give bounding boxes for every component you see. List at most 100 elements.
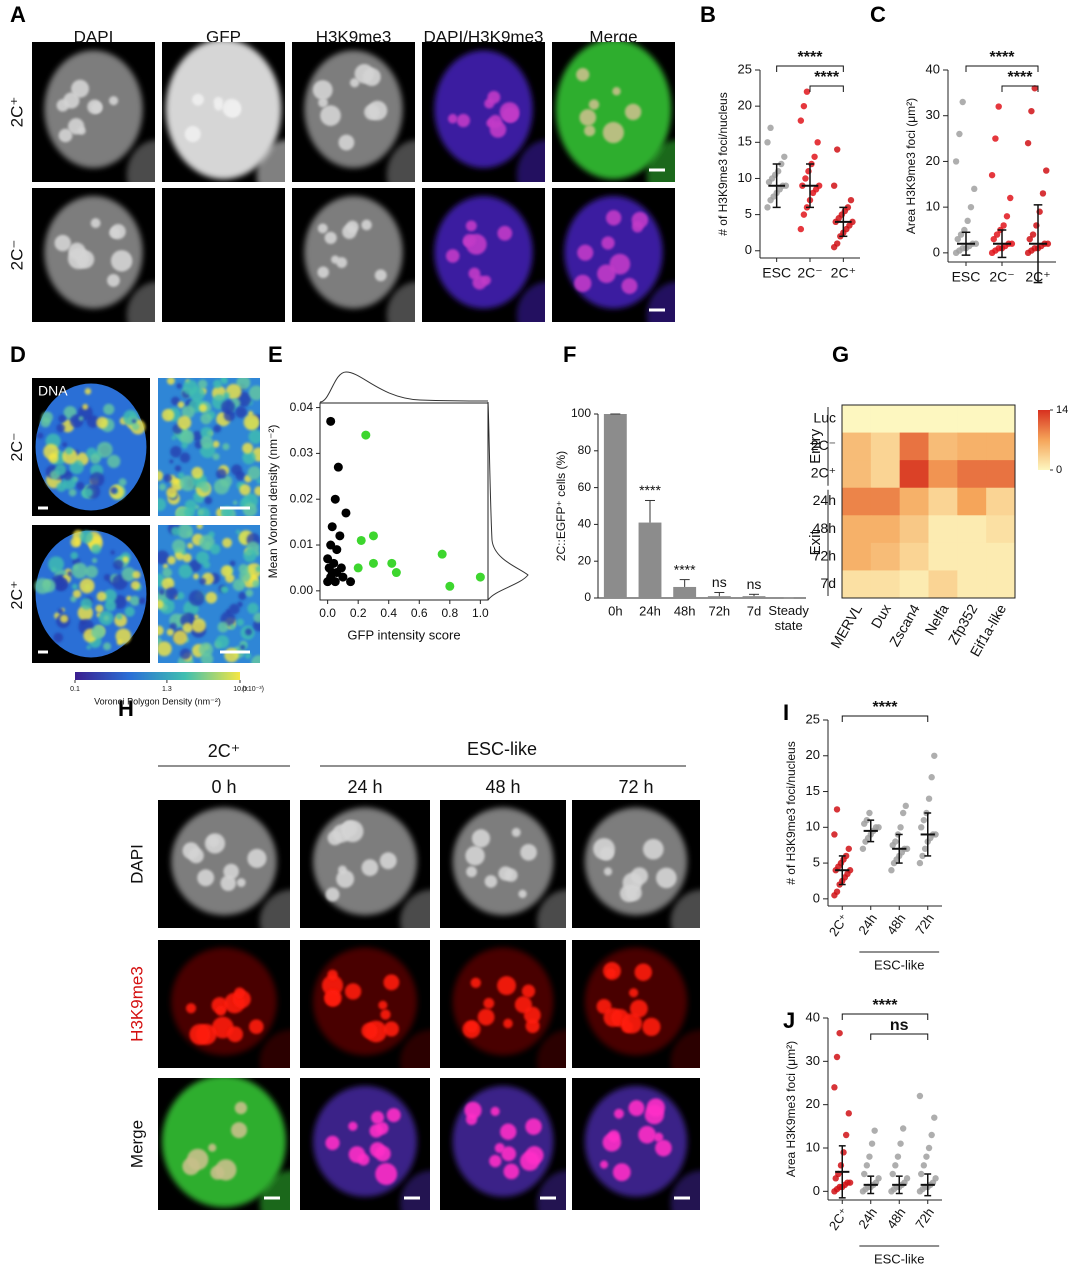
data-point [842, 1131, 850, 1139]
data-point [327, 522, 337, 532]
nucleus [304, 196, 403, 309]
density-patch [232, 500, 238, 505]
x-tick-label: 2C⁺ [826, 1205, 852, 1233]
data-point [903, 1175, 911, 1182]
density-patch [130, 413, 135, 418]
density-patch [167, 556, 176, 565]
focus [498, 866, 513, 881]
focus [653, 1132, 664, 1142]
density-patch [200, 435, 214, 449]
density-patch [103, 573, 111, 581]
significance-bracket [841, 1013, 929, 1020]
data-point [333, 462, 343, 472]
density-patch [242, 450, 256, 465]
focus [588, 99, 600, 110]
density-patch [171, 396, 180, 406]
heatmap-cell [899, 405, 929, 434]
data-point [952, 158, 960, 165]
group-label: Entry [807, 428, 824, 464]
data-point [837, 1162, 845, 1169]
density-patch [200, 412, 212, 425]
significance-label: **** [873, 997, 899, 1014]
data-point [831, 1084, 838, 1091]
density-patch [184, 507, 196, 516]
density-patch [251, 655, 260, 663]
heatmap-cell [986, 460, 1016, 489]
data-point [902, 802, 909, 810]
focus [204, 833, 226, 854]
heatmap-cell [986, 487, 1016, 516]
colorbar-tick-label: 0.1 [70, 686, 80, 693]
density-patch [74, 539, 81, 546]
y-tick-label: 25 [738, 61, 752, 76]
data-point [972, 240, 980, 247]
panel-label: D [10, 342, 26, 367]
density-patch [69, 459, 84, 475]
density-patch [173, 478, 180, 485]
neighbor-nucleus [400, 889, 430, 928]
data-point [802, 175, 809, 182]
significance-label: **** [798, 49, 824, 66]
micrograph [158, 800, 290, 928]
row-label: 48h [813, 520, 836, 536]
group-label: ESC-like [874, 957, 925, 972]
x-tick-label: 0.0 [319, 606, 336, 620]
y-tick-label: 0 [745, 242, 752, 257]
density-patch [42, 579, 56, 593]
density-patch [95, 604, 104, 613]
focus [91, 102, 103, 114]
focus [642, 1017, 661, 1037]
data-point [993, 231, 1001, 238]
density-patch [103, 615, 110, 621]
micrograph [158, 525, 260, 663]
colorbar-tick-label: 1.3 [162, 686, 172, 693]
data-point [475, 572, 485, 582]
density-patch [56, 482, 67, 492]
focus [222, 98, 241, 118]
heatmap-cell [842, 432, 872, 461]
micrograph [32, 378, 150, 516]
nucleus [555, 42, 672, 180]
focus [520, 843, 537, 861]
heatmap-cell [928, 515, 958, 544]
density-patch [174, 465, 182, 472]
focus [477, 1008, 495, 1026]
density-patch [217, 621, 229, 633]
focus [607, 1130, 620, 1143]
heatmap-cell [870, 432, 901, 461]
plot-frame [319, 402, 489, 601]
density-patch [182, 622, 193, 633]
neighbor-nucleus [386, 140, 415, 182]
focus [383, 1021, 399, 1037]
data-point [767, 124, 774, 132]
density-patch [37, 432, 44, 439]
column-header: GFP [206, 27, 241, 46]
density-patch [179, 475, 196, 492]
x-tick-label: Steady state [768, 603, 809, 633]
density-patch [200, 652, 214, 663]
y-tick-label: 80 [578, 443, 592, 457]
focus [631, 221, 644, 233]
data-point [330, 577, 340, 587]
density-patch [222, 537, 232, 548]
neighbor-nucleus [537, 1029, 566, 1068]
focus [646, 1098, 665, 1117]
data-point [888, 867, 895, 874]
focus [576, 67, 590, 82]
density-patch [139, 597, 146, 605]
heatmap-cell [870, 515, 901, 544]
heatmap-cell [957, 570, 987, 599]
focus [344, 983, 362, 1000]
micrograph [572, 1078, 700, 1210]
focus [521, 984, 536, 998]
density-patch [158, 599, 164, 609]
density-patch [158, 483, 167, 491]
bar [603, 414, 627, 598]
density-patch [104, 599, 117, 612]
focus [471, 829, 491, 848]
focus [369, 1124, 384, 1138]
data-point [845, 1110, 852, 1117]
density-patch [248, 429, 260, 444]
micrograph [162, 188, 285, 322]
panel-label: G [832, 342, 849, 367]
